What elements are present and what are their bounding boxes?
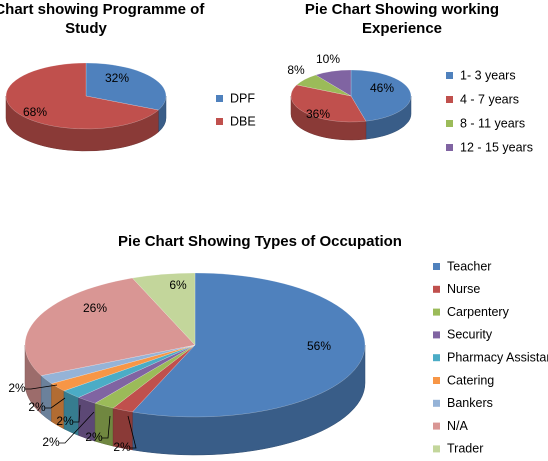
occupation-chart-title: Pie Chart Showing Types of Occupation [118,233,402,250]
legend-swatch-catering [433,377,440,384]
leader-line-pharmacy-assistant [73,404,81,423]
legend-swatch-teacher [433,263,440,270]
slice-label-nurse: 2% [113,440,131,454]
pie-slice-dbe [5,62,159,130]
experience-legend: 1- 3 years 4 - 7 years 8 - 11 years 12 - 15… [446,68,533,154]
slice-label-dbe: 68% [23,105,47,119]
leader-line-security [59,411,95,444]
slice-label-bankers: 2% [8,381,26,395]
leader-line-nurse [127,415,137,449]
programme-chart: Pie Chart showing Programme of Study 32%… [0,1,256,152]
legend-swatch-trader [433,445,440,453]
slice-label-security: 2% [42,435,60,449]
programme-chart-title-line2: Study [65,20,107,37]
legend-label-bankers: Bankers [447,396,493,410]
legend-label-4-7-years: 4 - 7 years [460,92,519,106]
slice-label-1-3-years: 46% [370,81,394,95]
slice-label-trader: 6% [169,278,187,292]
slice-label-n-a: 26% [83,301,107,315]
leader-line-bankers [25,384,58,390]
legend-label-teacher: Teacher [447,259,491,273]
experience-chart-title-line1: Pie Chart Showing working [305,1,499,18]
experience-chart-title-line2: Experience [362,20,442,37]
legend-swatch-8-11-years [446,120,453,127]
legend-label-8-11-years: 8 - 11 years [460,116,525,130]
programme-pie: 32% 68% [5,62,167,152]
pie-slice-trader [132,272,196,346]
pie-slice-1-3-years [350,69,412,122]
experience-chart: Pie Chart Showing working Experience 46%… [287,1,533,154]
occupation-chart: Pie Chart Showing Types of Occupation 56… [8,233,548,456]
occupation-legend: Teacher Nurse Carpentery Security Pharmacy A… [433,259,548,456]
programme-chart-title-line1: Pie Chart showing Programme of [0,1,205,18]
legend-label-pharmacy-assistant: Pharmacy Assistant [447,350,548,364]
slice-label-dpf: 32% [105,71,129,85]
slice-label-catering: 2% [28,400,46,414]
slice-label-12-15-years: 10% [316,52,340,66]
legend-swatch-pharmacy-assistant [433,354,440,362]
legend-label-trader: Trader [447,442,483,456]
pie-slice-4-7-years [290,84,367,123]
legend-label-dbe: DBE [230,114,256,128]
programme-legend: DPF DBE [216,91,256,128]
legend-label-dpf: DPF [230,91,255,105]
legend-swatch-carpentery [433,308,440,316]
slice-label-pharmacy-assistant: 2% [56,414,74,428]
legend-swatch-n-a [433,422,440,430]
pie-slice-12-15-years [315,69,352,97]
legend-label-nurse: Nurse [447,282,480,296]
pie-slice-dpf [85,62,167,111]
legend-swatch-nurse [433,285,440,293]
legend-label-security: Security [447,328,493,342]
leader-line-catering [45,397,66,409]
legend-swatch-dpf [216,95,223,102]
legend-swatch-dbe [216,118,223,125]
legend-label-1-3-years: 1- 3 years [460,68,516,82]
legend-label-n-a: N/A [447,419,469,433]
slice-label-4-7-years: 36% [306,107,330,121]
pie-slice-teacher [132,272,366,418]
legend-swatch-4-7-years [446,96,453,103]
legend-label-catering: Catering [447,373,494,387]
legend-swatch-1-3-years [446,72,453,79]
leader-line-carpentery [102,415,111,439]
experience-pie: 46% 36% 8% 10% [287,52,412,141]
slice-label-carpentery: 2% [85,430,103,444]
slice-label-teacher: 56% [307,339,331,353]
occupation-pie: 56%26%6%2%2%2%2%2%2% [8,272,366,456]
pie-slice-n-a [24,277,196,376]
legend-label-12-15-years: 12 - 15 years [460,140,533,154]
slice-label-8-11-years: 8% [287,63,305,77]
legend-swatch-security [433,331,440,339]
legend-swatch-12-15-years [446,144,453,151]
legend-swatch-bankers [433,399,440,407]
legend-label-carpentery: Carpentery [447,305,510,319]
